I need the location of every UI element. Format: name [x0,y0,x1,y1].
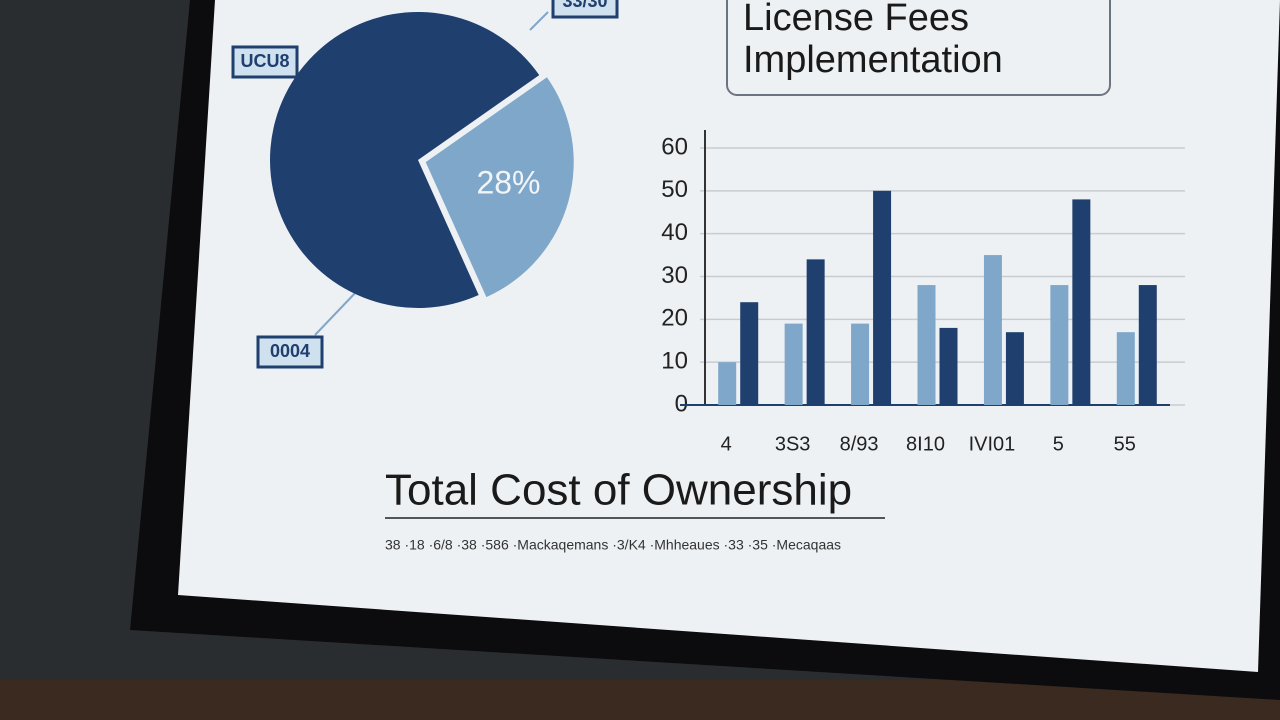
slice-label: 28% [476,164,540,200]
legend-entry: License Fees [743,0,969,39]
bar [784,323,803,405]
y-tick-label: 50 [661,176,688,203]
x-tick-label: 55 [1114,433,1136,455]
bar [740,302,759,405]
callout-label: 0004 [270,341,310,361]
bar [1138,285,1157,405]
bar [1116,332,1135,405]
y-tick-label: 60 [661,133,688,160]
bar [873,190,892,405]
bar [806,259,825,405]
chart-subtitle: 38 ·18 ·6/8 ·38 ·586 ·Mackaqemans ·3/K4 … [385,537,841,553]
bar [983,255,1002,405]
y-tick-label: 40 [661,219,688,246]
chart-title: Total Cost of Ownership [385,466,852,515]
y-tick-label: 0 [675,390,688,417]
bar [718,362,737,405]
pie-slice [425,77,574,298]
pie-slice [270,12,540,309]
x-tick-label: 4 [721,433,732,455]
callout-box [231,45,299,79]
bar [1005,332,1024,405]
y-tick-label: 30 [661,262,688,289]
x-tick-label: IVI01 [969,433,1016,455]
bar [1072,199,1091,405]
leader-line [314,289,359,336]
bar [917,285,936,405]
x-tick-label: 5 [1053,433,1064,455]
callout-box [551,0,619,19]
callout-box [256,335,324,369]
legend-entry: Implementation [743,39,1003,81]
bar [939,327,958,405]
callout-label: 33/30 [562,0,607,11]
y-tick-label: 10 [661,348,688,375]
leader-line [529,11,549,31]
bar [1050,285,1069,405]
chart-area: 28% 33/30 UCU8 0004 0 10 20 30 40 50 60 4 3S3 8/93 8I1… [231,0,1185,553]
x-tick-label: 8I10 [906,433,945,455]
legend-box [726,0,1111,96]
x-tick-label: 3S3 [775,433,811,455]
bar [851,323,870,405]
x-tick-label: 8/93 [840,433,879,455]
y-tick-label: 20 [661,305,688,332]
callout-label: UCU8 [240,51,289,71]
